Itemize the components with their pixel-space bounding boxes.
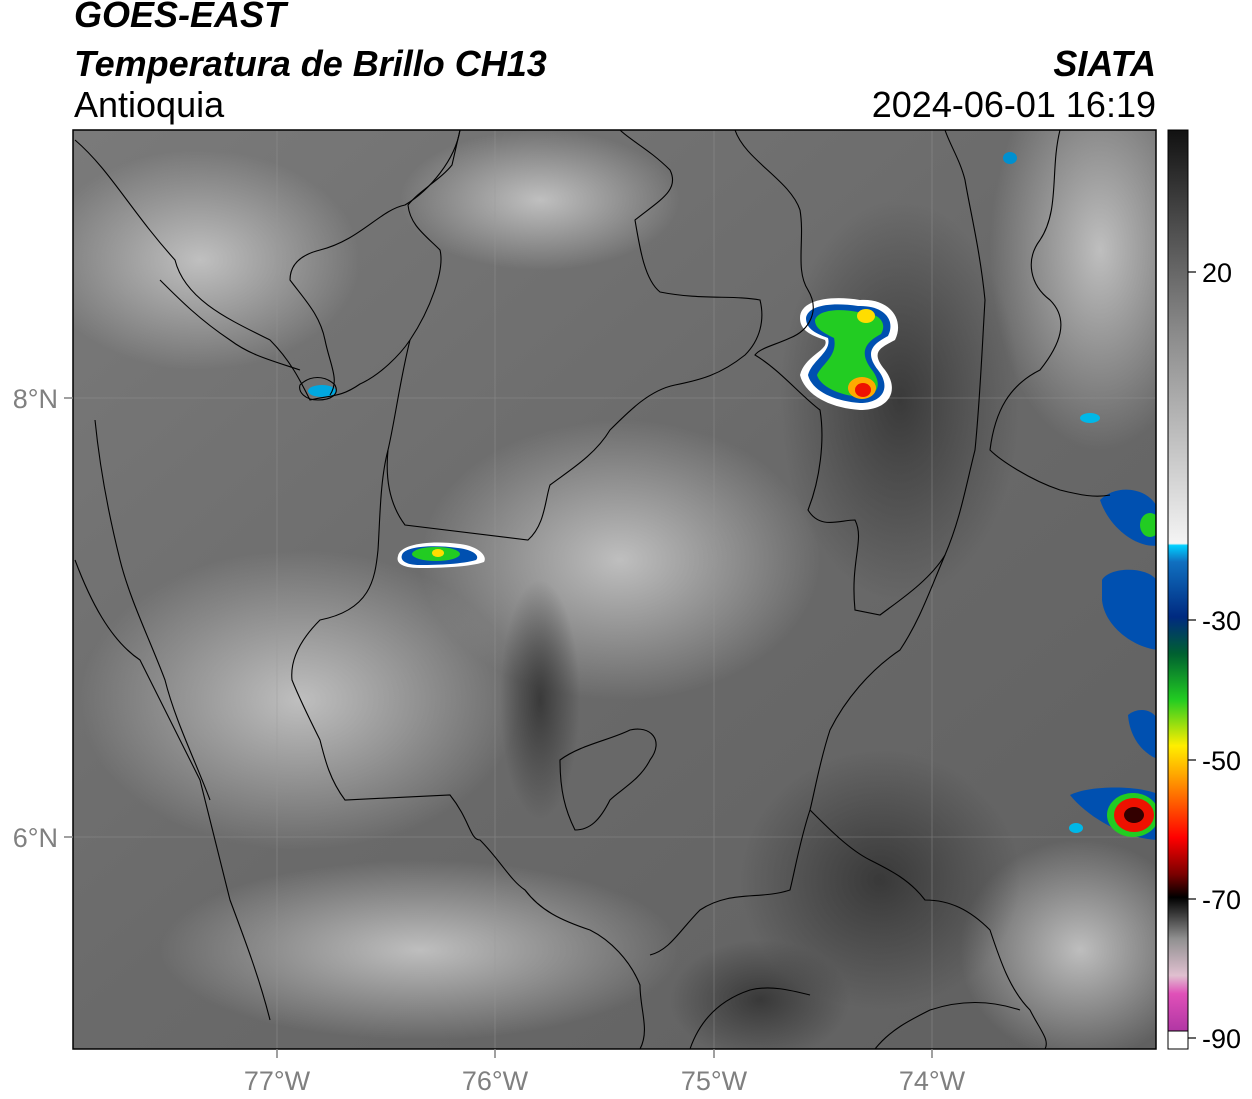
storm-cell-central [397, 542, 485, 568]
colorbar-tick-label: 20 [1202, 258, 1232, 288]
satellite-title: GOES-EAST [74, 0, 287, 35]
satellite-image [73, 130, 1156, 1049]
lat-tick-label: 8°N [13, 384, 58, 414]
latitude-axis: 8°N 6°N [13, 384, 73, 853]
longitude-axis: 77°W 76°W 75°W 74°W [244, 1049, 966, 1096]
lon-tick-label: 74°W [899, 1066, 966, 1096]
colorbar-tick-label: -90 [1202, 1024, 1241, 1054]
lon-tick-label: 76°W [462, 1066, 529, 1096]
colorbar-tick-label: -70 [1202, 885, 1241, 915]
product-title: Temperatura de Brillo CH13 [74, 43, 547, 84]
storm-cell-north [800, 298, 899, 410]
colorbar-tick-label: -30 [1202, 606, 1241, 636]
lon-tick-label: 77°W [244, 1066, 311, 1096]
organization-label: SIATA [1053, 43, 1156, 84]
storm-cell-east [308, 152, 1156, 840]
colorbar-tick-label: -50 [1202, 746, 1241, 776]
map-frame [72, 129, 1157, 1050]
boundary-lines [74, 130, 1111, 1049]
lat-tick-label: 6°N [13, 823, 58, 853]
colorbar: 20 -30 -50 -70 -90 [1167, 129, 1241, 1054]
lon-tick-label: 75°W [681, 1066, 748, 1096]
datetime-label: 2024-06-01 16:19 [871, 84, 1156, 125]
region-subtitle: Antioquia [74, 84, 225, 125]
